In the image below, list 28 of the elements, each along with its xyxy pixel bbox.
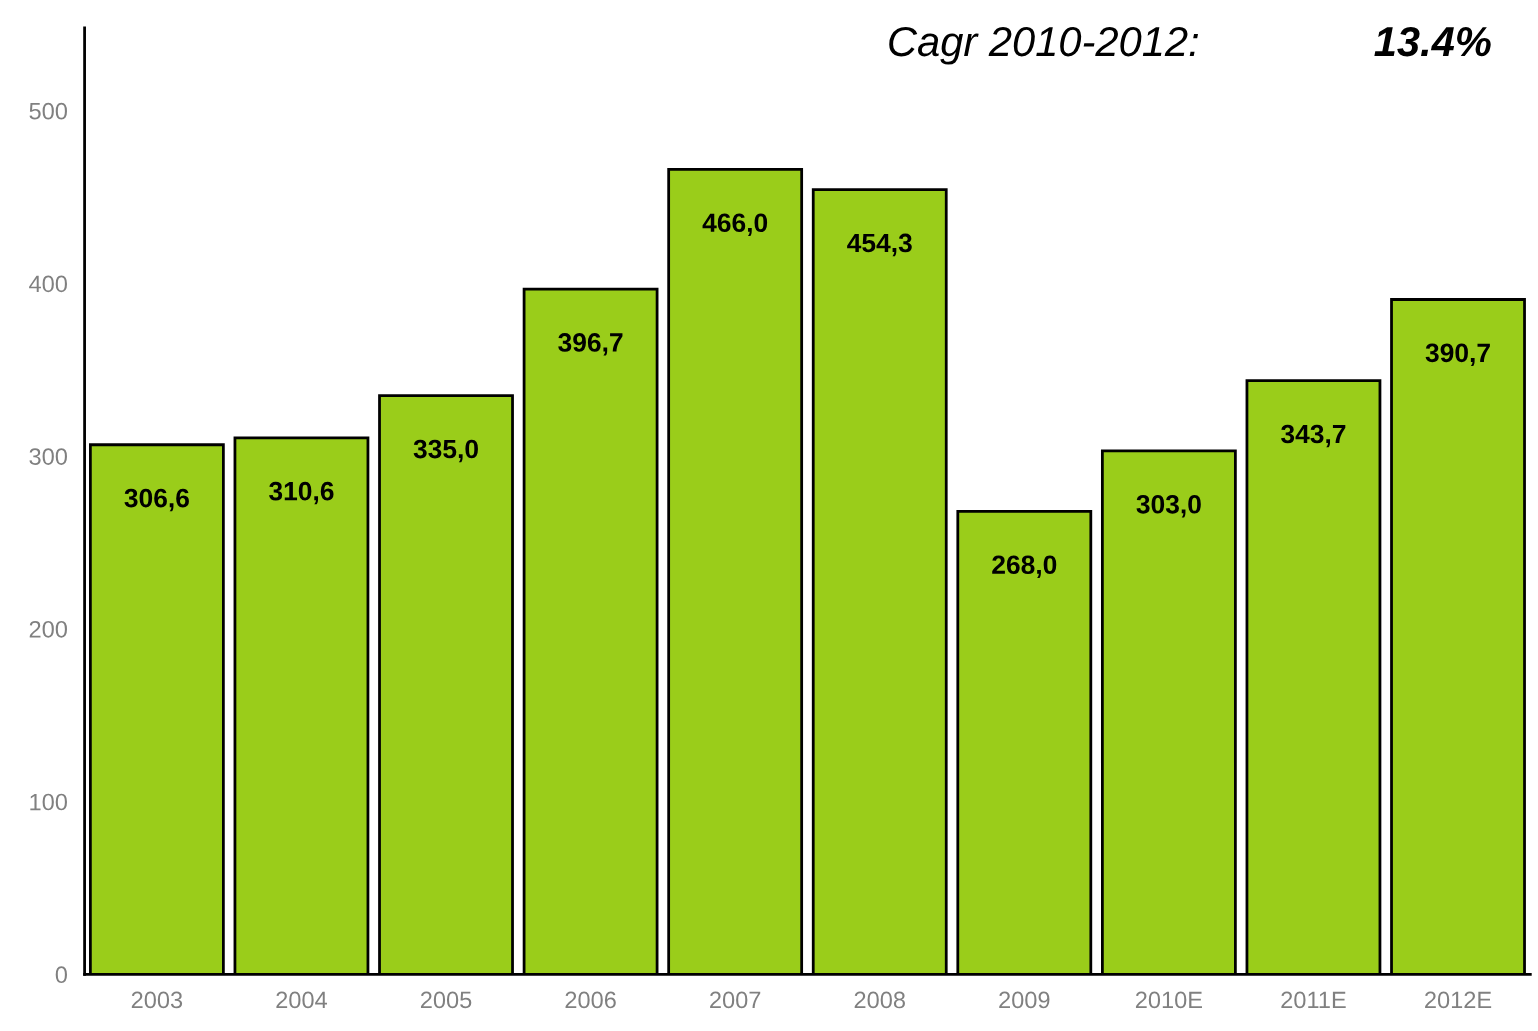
y-tick-label: 400: [29, 275, 67, 293]
y-tick-label: 100: [30, 793, 67, 811]
y-tick-label: 500: [29, 102, 67, 120]
y-tick-label: 0: [55, 966, 67, 984]
x-tick-label: 2012E: [1425, 991, 1492, 1009]
x-tick-label: 2009: [999, 991, 1050, 1009]
x-tick-label: 2008: [854, 991, 905, 1009]
data-label: 454,3: [847, 233, 912, 257]
y-tick-label: 300: [29, 448, 67, 465]
x-tick-label: 2011E: [1281, 991, 1346, 1009]
annotation: 13.4%: [1374, 26, 1491, 57]
x-tick-label: 2005: [420, 991, 472, 1009]
x-tick-label: 2003: [131, 991, 183, 1009]
data-label: 268,0: [992, 555, 1057, 578]
data-label: 335,0: [413, 439, 478, 463]
data-label: 306,6: [124, 488, 189, 512]
data-label: 396,7: [558, 333, 623, 356]
data-label: 466,0: [702, 213, 768, 236]
data-label: 390,7: [1425, 343, 1490, 366]
data-label: 343,7: [1281, 424, 1346, 448]
x-tick-label: 2004: [276, 991, 328, 1009]
data-label: 310,6: [269, 481, 334, 505]
data-label: 303,0: [1136, 494, 1201, 518]
y-tick-label: 200: [29, 620, 67, 638]
x-tick-label: 2006: [565, 991, 616, 1009]
annotation: Cagr 2010-2012:: [889, 26, 1198, 65]
x-tick-label: 2010E: [1135, 991, 1203, 1009]
x-tick-label: 2007: [710, 991, 761, 1009]
